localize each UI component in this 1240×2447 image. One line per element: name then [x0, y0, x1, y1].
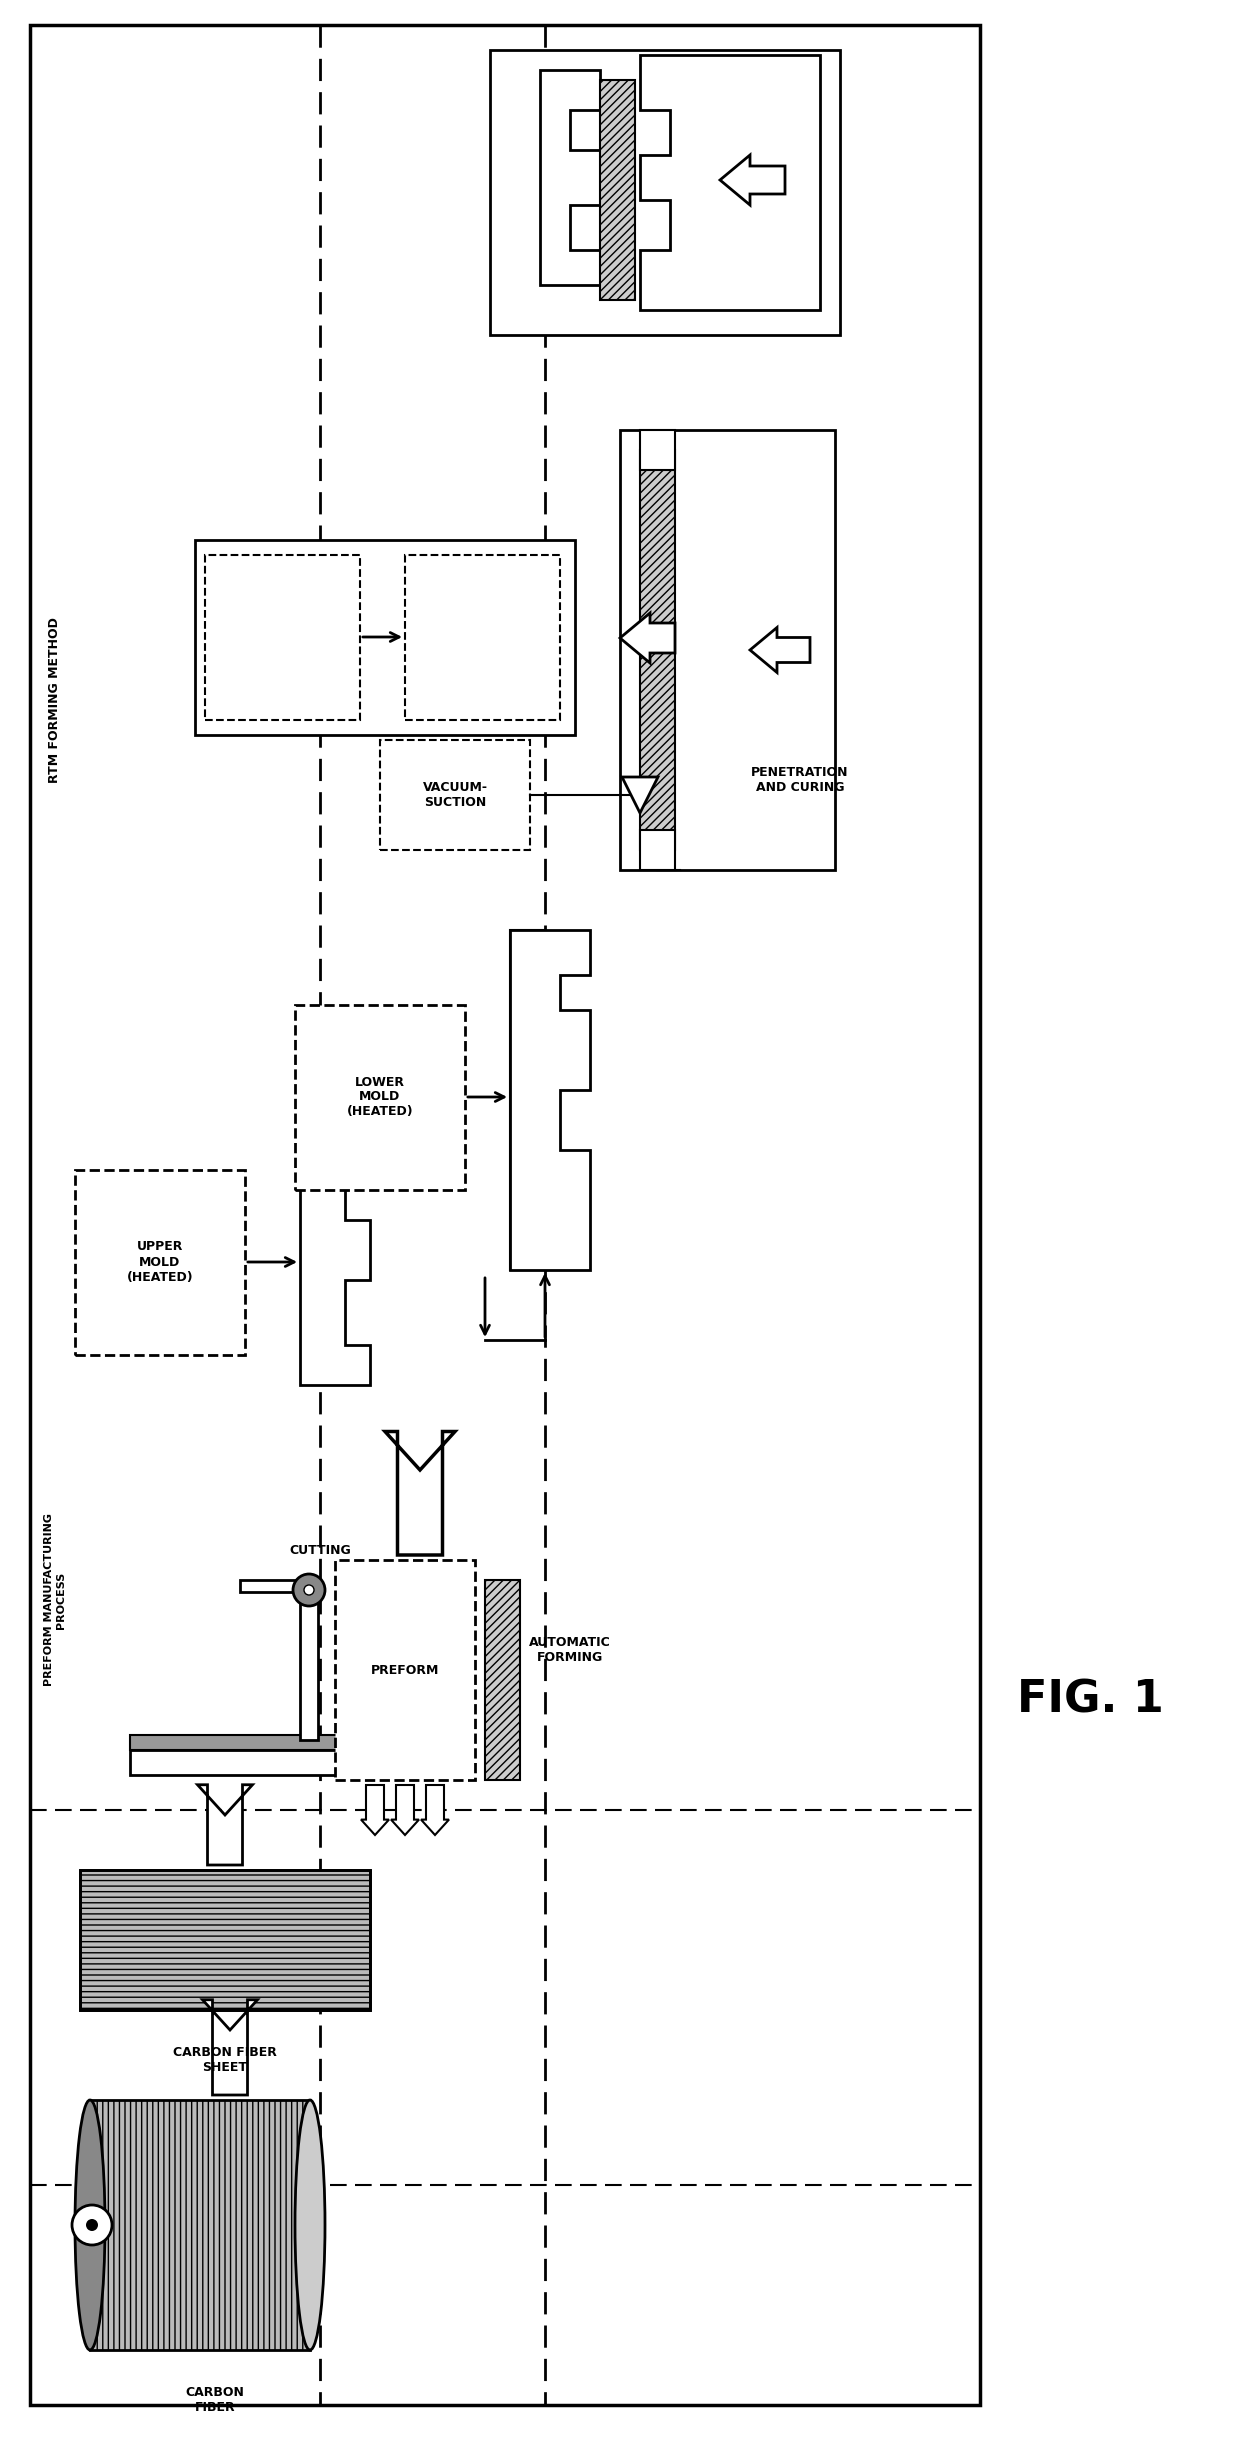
Polygon shape: [640, 54, 820, 311]
Text: AUTOMATIC
FORMING: AUTOMATIC FORMING: [529, 1637, 611, 1664]
Text: CUTTING: CUTTING: [289, 1544, 351, 1556]
Bar: [30, 24, 980, 2405]
Bar: [510, 930, 546, 1270]
Polygon shape: [197, 1784, 253, 1865]
Polygon shape: [539, 71, 600, 284]
Polygon shape: [361, 1784, 389, 1835]
Bar: [81, 1870, 370, 2009]
Circle shape: [293, 1573, 325, 1605]
Text: PENETRATION
AND CURING: PENETRATION AND CURING: [751, 766, 848, 793]
Text: CARBON FIBER
SHEET: CARBON FIBER SHEET: [174, 2046, 277, 2075]
Polygon shape: [620, 614, 675, 663]
Polygon shape: [422, 1784, 449, 1835]
Polygon shape: [622, 778, 658, 812]
Bar: [335, 1561, 475, 1779]
Polygon shape: [202, 1999, 258, 2095]
Bar: [130, 1735, 370, 1750]
Bar: [81, 1870, 370, 2009]
Text: RTM FORMING METHOD: RTM FORMING METHOD: [48, 617, 62, 783]
Bar: [195, 541, 575, 734]
Polygon shape: [720, 154, 785, 206]
Bar: [640, 431, 675, 470]
Bar: [300, 1591, 317, 1740]
Ellipse shape: [74, 2100, 105, 2349]
Bar: [405, 555, 560, 719]
Bar: [130, 1750, 370, 1774]
Bar: [485, 1581, 520, 1779]
Bar: [91, 2100, 310, 2349]
Polygon shape: [510, 930, 590, 1270]
Polygon shape: [300, 1140, 370, 1385]
Bar: [241, 1581, 310, 1593]
Text: FIG. 1: FIG. 1: [1017, 1679, 1163, 1723]
Bar: [295, 1006, 465, 1189]
Circle shape: [72, 2205, 112, 2244]
Circle shape: [304, 1586, 314, 1595]
Text: VACUUM-
SUCTION: VACUUM- SUCTION: [423, 781, 487, 810]
Polygon shape: [384, 1431, 455, 1554]
Polygon shape: [750, 626, 810, 673]
Bar: [640, 830, 675, 871]
Ellipse shape: [295, 2100, 325, 2349]
Text: UPPER
MOLD
(HEATED): UPPER MOLD (HEATED): [126, 1241, 193, 1285]
Bar: [620, 431, 835, 871]
Polygon shape: [391, 1784, 419, 1835]
Bar: [640, 450, 675, 849]
Text: LOWER
MOLD
(HEATED): LOWER MOLD (HEATED): [347, 1077, 413, 1118]
Bar: [490, 49, 839, 335]
Text: PREFORM MANUFACTURING
PROCESS: PREFORM MANUFACTURING PROCESS: [45, 1515, 66, 1686]
Bar: [379, 739, 529, 849]
Bar: [600, 81, 635, 301]
Bar: [205, 555, 360, 719]
Text: PREFORM: PREFORM: [371, 1664, 439, 1676]
Text: CARBON
FIBER: CARBON FIBER: [186, 2386, 244, 2415]
Circle shape: [86, 2219, 98, 2232]
Bar: [74, 1170, 246, 1356]
